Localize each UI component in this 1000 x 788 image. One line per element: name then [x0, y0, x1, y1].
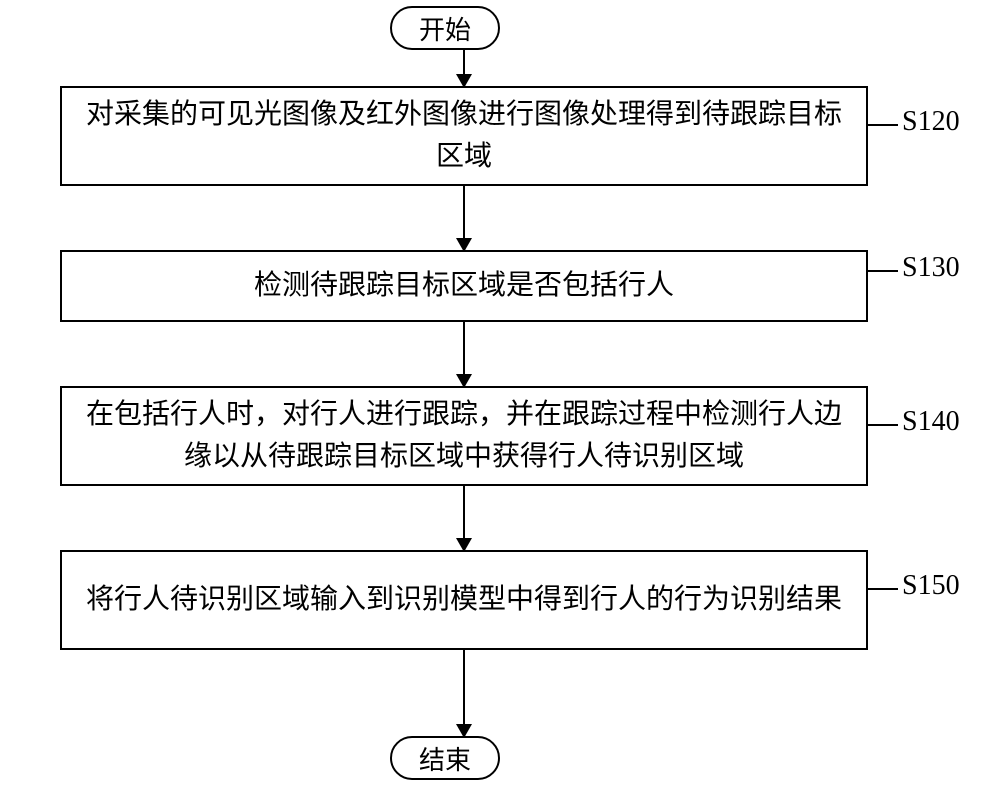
flow-arrow-line — [463, 186, 465, 240]
step-label-S130: S130 — [902, 252, 960, 284]
step-label-S120: S120 — [902, 106, 960, 138]
process-step-S130: 检测待跟踪目标区域是否包括行人 — [60, 250, 868, 322]
flow-arrow-head — [456, 538, 472, 552]
flow-arrow-head — [456, 374, 472, 388]
flow-arrow-line — [463, 322, 465, 376]
flow-arrow-head — [456, 724, 472, 738]
end-terminal-label: 结束 — [419, 740, 471, 777]
start-terminal-label: 开始 — [419, 10, 471, 47]
flow-arrow-head — [456, 238, 472, 252]
label-connector — [868, 424, 898, 426]
flow-arrow-line — [463, 50, 465, 76]
start-terminal: 开始 — [390, 6, 500, 50]
end-terminal: 结束 — [390, 736, 500, 780]
flow-arrow-head — [456, 74, 472, 88]
flow-arrow-line — [463, 650, 465, 726]
label-connector — [868, 270, 898, 272]
step-label-S150: S150 — [902, 570, 960, 602]
process-step-S120: 对采集的可见光图像及红外图像进行图像处理得到待跟踪目标区域 — [60, 86, 868, 186]
step-label-S140: S140 — [902, 406, 960, 438]
process-step-text: 对采集的可见光图像及红外图像进行图像处理得到待跟踪目标区域 — [82, 94, 846, 178]
flow-arrow-line — [463, 486, 465, 540]
process-step-text: 将行人待识别区域输入到识别模型中得到行人的行为识别结果 — [86, 579, 842, 621]
label-connector — [868, 124, 898, 126]
process-step-S140: 在包括行人时，对行人进行跟踪，并在跟踪过程中检测行人边缘以从待跟踪目标区域中获得… — [60, 386, 868, 486]
process-step-S150: 将行人待识别区域输入到识别模型中得到行人的行为识别结果 — [60, 550, 868, 650]
process-step-text: 在包括行人时，对行人进行跟踪，并在跟踪过程中检测行人边缘以从待跟踪目标区域中获得… — [82, 394, 846, 478]
label-connector — [868, 588, 898, 590]
process-step-text: 检测待跟踪目标区域是否包括行人 — [254, 265, 674, 307]
